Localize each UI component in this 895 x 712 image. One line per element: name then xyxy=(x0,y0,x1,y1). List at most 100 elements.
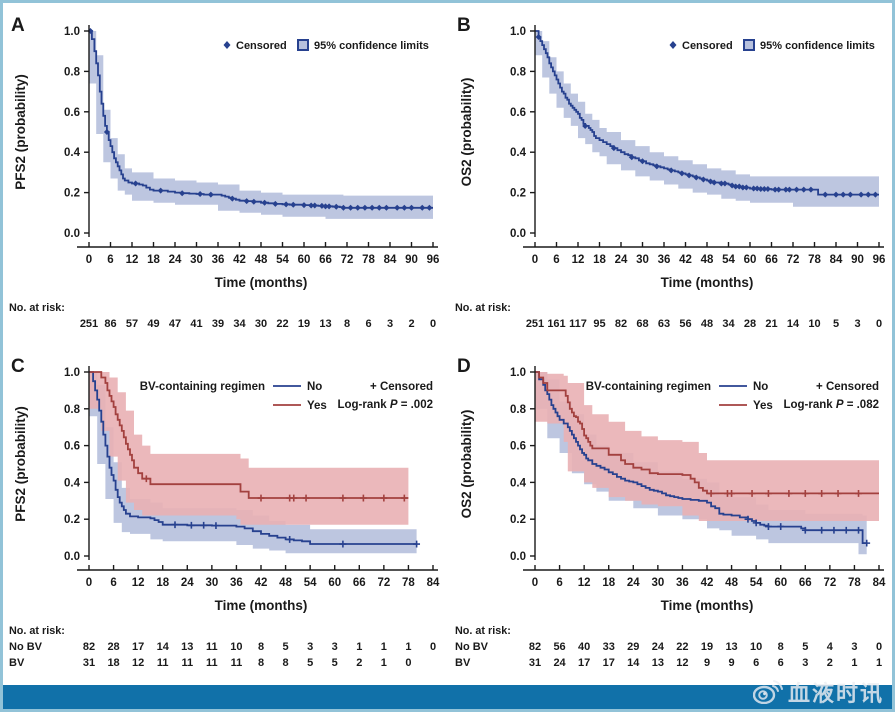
censor-mark xyxy=(207,191,214,198)
censor-mark xyxy=(739,184,746,191)
censor-mark xyxy=(743,184,750,191)
y-tick-label: 0.4 xyxy=(510,477,527,489)
censor-mark xyxy=(200,521,208,529)
censor-mark xyxy=(765,490,772,497)
x-tick-label: 96 xyxy=(427,254,440,266)
censor-mark xyxy=(818,526,826,534)
censor-mark xyxy=(678,170,685,177)
x-tick-label: 48 xyxy=(725,577,738,589)
x-tick-label: 6 xyxy=(107,254,113,266)
censor-mark xyxy=(171,521,179,529)
x-tick-label: 48 xyxy=(255,254,268,266)
risk-value: 24 xyxy=(652,641,665,653)
censor-mark xyxy=(376,204,383,211)
risk-value: 0 xyxy=(430,641,436,653)
censor-mark xyxy=(340,204,347,211)
censor-mark xyxy=(103,129,110,135)
y-tick-label: 0.0 xyxy=(510,228,526,240)
censor-mark xyxy=(535,34,542,41)
ci-band-all-patients xyxy=(535,31,879,207)
risk-value: 1 xyxy=(381,657,387,669)
censor-mark xyxy=(369,204,376,211)
risk-value: 161 xyxy=(547,318,565,330)
risk-value: 1 xyxy=(356,641,362,653)
risk-value: 251 xyxy=(526,318,544,330)
y-tick-label: 0.0 xyxy=(64,228,80,240)
censor-mark xyxy=(333,203,340,210)
x-tick-label: 66 xyxy=(765,254,778,266)
censor-mark xyxy=(855,490,862,497)
risk-value: 12 xyxy=(132,657,144,669)
risk-value: 47 xyxy=(169,318,181,330)
risk-value: 5 xyxy=(802,641,808,653)
censor-mark xyxy=(686,172,693,179)
censor-mark xyxy=(354,204,361,211)
censor-mark xyxy=(833,191,839,198)
censor-mark xyxy=(764,185,771,192)
risk-value: 5 xyxy=(283,641,289,653)
censor-mark xyxy=(394,204,401,211)
x-tick-label: 42 xyxy=(701,577,714,589)
censor-mark xyxy=(761,185,768,192)
km-chart-C: 1.00.80.60.40.20.00 6 12 18 24 30 36 42 48 54 60 66… xyxy=(9,356,440,669)
censor-mark xyxy=(728,490,735,497)
x-tick-label: 12 xyxy=(126,254,139,266)
ci-band-bv xyxy=(535,372,879,521)
censor-mark xyxy=(822,191,829,198)
risk-value: 117 xyxy=(569,318,587,330)
x-tick-label: 24 xyxy=(169,254,182,266)
y-tick-label: 0.2 xyxy=(64,188,80,200)
x-tick-label: 0 xyxy=(86,577,92,589)
risk-value: 8 xyxy=(344,318,350,330)
y-axis-title: OS2 (probability) xyxy=(459,78,474,187)
x-tick-label: 84 xyxy=(427,577,440,589)
risk-value: 6 xyxy=(778,657,784,669)
censor-mark xyxy=(157,187,164,194)
panel-d-os2-by-bv: 1.0 0.8 0.6 0.4 0.2 0.0 0 6 12 18 24 30 36 42 48 54 60 66… xyxy=(449,350,892,691)
x-tick-label: 72 xyxy=(823,577,836,589)
x-tick-label: 24 xyxy=(627,577,640,589)
risk-value: 10 xyxy=(230,641,242,653)
y-tick-label: 1.0 xyxy=(510,367,526,379)
x-tick-label: 36 xyxy=(212,254,225,266)
censor-mark xyxy=(786,186,793,193)
x-tick-label: 90 xyxy=(405,254,418,266)
x-tick-label: 72 xyxy=(787,254,800,266)
risk-value: 1 xyxy=(876,657,882,669)
risk-value: 14 xyxy=(627,657,640,669)
x-tick-label: 54 xyxy=(750,577,763,589)
x-tick-label: 6 xyxy=(110,577,116,589)
x-axis-title: Time (months) xyxy=(215,598,308,613)
risk-value: 11 xyxy=(206,657,218,669)
censor-mark xyxy=(132,180,139,187)
censor-mark xyxy=(834,490,842,497)
risk-value: 56 xyxy=(679,318,691,330)
risk-value: 18 xyxy=(107,657,119,669)
censor-mark xyxy=(308,202,315,209)
risk-value: 28 xyxy=(107,641,119,653)
risk-value: 82 xyxy=(615,318,627,330)
risk-value: 95 xyxy=(593,318,605,330)
x-tick-label: 36 xyxy=(658,254,671,266)
censor-mark xyxy=(301,202,307,209)
risk-value: 0 xyxy=(430,318,436,330)
risk-value: 34 xyxy=(722,318,735,330)
risk-value: 5 xyxy=(307,657,313,669)
risk-value: 0 xyxy=(876,641,882,653)
y-tick-label: 0.8 xyxy=(64,404,81,416)
y-tick-label: 0.6 xyxy=(510,107,526,119)
y-tick-label: 0.8 xyxy=(510,404,527,416)
x-tick-label: 18 xyxy=(602,577,615,589)
risk-value: 34 xyxy=(233,318,246,330)
risk-value: 86 xyxy=(104,318,116,330)
x-tick-label: 60 xyxy=(298,254,311,266)
risk-value: 11 xyxy=(231,657,243,669)
panel-grid: 1.0 0.8 0.6 0.4 0.2 0.0 0 6 12 18 24 30 36 42 48 54 60 66… xyxy=(3,3,892,691)
y-tick-label: 0.6 xyxy=(64,107,80,119)
x-tick-label: 78 xyxy=(362,254,375,266)
risk-value: 2 xyxy=(408,318,414,330)
censored-legend-icon xyxy=(669,41,677,49)
x-tick-label: 78 xyxy=(808,254,821,266)
km-curve-bv xyxy=(535,371,879,495)
censor-mark xyxy=(777,523,785,530)
